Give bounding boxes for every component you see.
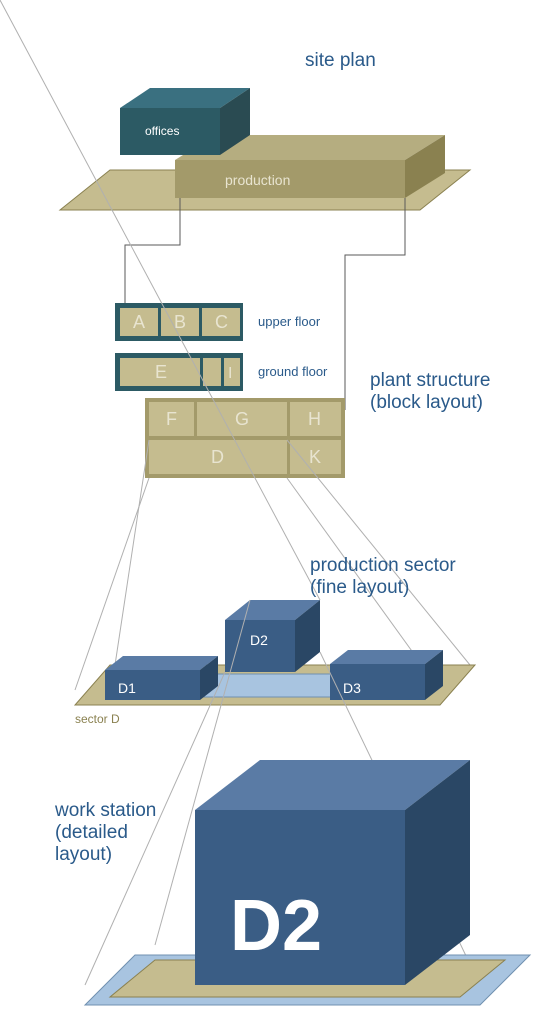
cell-f: F (166, 409, 177, 429)
offices-label: offices (145, 124, 179, 138)
d2-block-small (225, 600, 320, 672)
label-sector-d: sector D (75, 712, 120, 726)
cell-a: A (133, 312, 145, 332)
offices-building (120, 88, 250, 155)
d2-label-large: D2 (230, 886, 322, 966)
diagram-canvas: offices production A B C E I F G H D K D… (0, 0, 557, 1024)
title-production-sector-1: production sector (310, 555, 456, 577)
title-plant-structure-1: plant structure (370, 370, 490, 392)
title-production-sector-2: (fine layout) (310, 577, 409, 599)
ground-floor-row (115, 353, 243, 391)
title-plant-structure-2: (block layout) (370, 392, 483, 414)
title-work-station-2: (detailed (55, 822, 128, 844)
title-work-station-1: work station (55, 800, 156, 822)
title-site-plan: site plan (305, 50, 376, 72)
cell-b: B (174, 312, 186, 332)
cell-e: E (155, 362, 167, 382)
expand-line (115, 440, 149, 665)
cell-c: C (215, 312, 228, 332)
title-work-station-3: layout) (55, 844, 112, 866)
d3-label: D3 (343, 680, 361, 696)
production-label: production (225, 172, 290, 188)
label-ground-floor: ground floor (258, 364, 327, 379)
cell-g: G (235, 409, 249, 429)
cell-h: H (308, 409, 321, 429)
cell-i: I (228, 365, 232, 382)
label-upper-floor: upper floor (258, 314, 320, 329)
d2-label-small: D2 (250, 632, 268, 648)
cell-d: D (211, 447, 224, 467)
d1-label: D1 (118, 680, 136, 696)
cell-k: K (309, 447, 321, 467)
